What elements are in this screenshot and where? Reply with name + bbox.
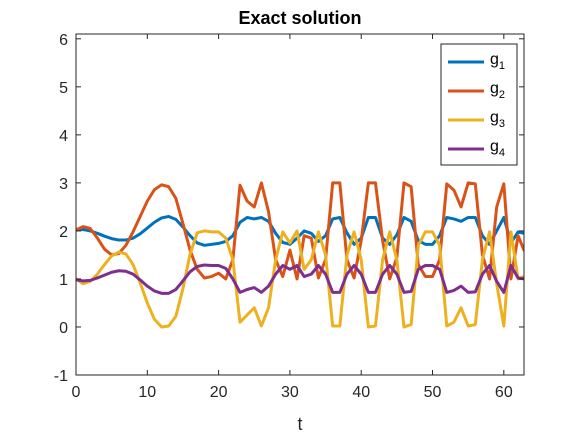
- x-tick-label: 50: [424, 384, 442, 401]
- series-layer: [76, 181, 524, 329]
- legend-label-g4: g4: [490, 138, 505, 159]
- x-tick-label: 0: [72, 384, 81, 401]
- x-axis-label: t: [297, 414, 302, 434]
- x-tick-label: 60: [495, 384, 513, 401]
- y-tick-label: 1: [59, 272, 68, 289]
- x-tick-label: 30: [281, 384, 299, 401]
- series-line-g4: [76, 263, 524, 295]
- axes-box: [75, 33, 525, 376]
- legend-box: [440, 43, 518, 166]
- x-tick-label: 10: [138, 384, 156, 401]
- x-tick-label: 40: [352, 384, 370, 401]
- y-tick-label: 3: [59, 176, 68, 193]
- x-tick-label: 20: [210, 384, 228, 401]
- legend-label-g2: g2: [490, 80, 505, 101]
- y-tick-label: 2: [59, 224, 68, 241]
- series-line-g3: [76, 229, 524, 329]
- y-tick-label: 5: [59, 80, 68, 97]
- legend: g1 g2 g3 g4: [440, 43, 518, 166]
- legend-label-g1: g1: [490, 51, 505, 72]
- series-line-g1: [76, 215, 524, 247]
- chart-title: Exact solution: [238, 8, 361, 28]
- y-tick-label: 0: [59, 320, 68, 337]
- y-tick-label: 6: [59, 32, 68, 49]
- y-tick-label: -1: [54, 368, 68, 385]
- legend-label-g3: g3: [490, 109, 505, 130]
- axes: [75, 33, 525, 376]
- y-tick-label: 4: [59, 128, 68, 145]
